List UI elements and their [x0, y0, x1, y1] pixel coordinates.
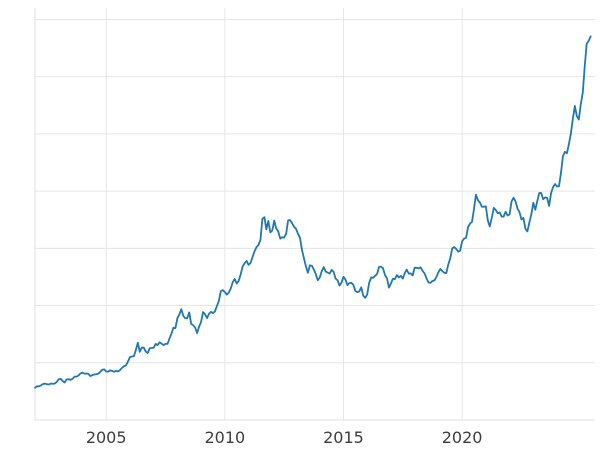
x-axis-labels-group: 2005 2010 2015 2020 [86, 428, 483, 447]
x-axis-tick-label: 2015 [323, 428, 364, 447]
x-axis-tick-label: 2010 [204, 428, 245, 447]
series-group [34, 35, 592, 389]
price-line [34, 35, 592, 389]
gridlines-group [35, 8, 595, 420]
x-axis-tick-label: 2005 [86, 428, 127, 447]
spines-group [34, 8, 595, 421]
x-axis-tick-label: 2020 [442, 428, 483, 447]
